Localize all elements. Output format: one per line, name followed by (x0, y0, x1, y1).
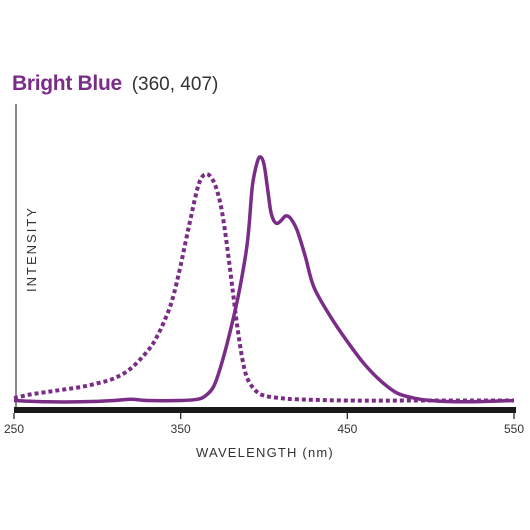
x-tick-label-0: 250 (4, 422, 24, 436)
x-tick-label-3: 550 (504, 422, 524, 436)
y-axis-label: INTENSITY (24, 206, 39, 292)
chart-subtitle: (360, 407) (131, 74, 219, 95)
x-tick-label-2: 450 (337, 422, 357, 436)
chart-title: Bright Blue (12, 72, 122, 95)
x-tick-marks (13, 413, 515, 419)
chart-title-block: Bright Blue (360, 407) (12, 72, 218, 96)
x-axis-bar (14, 407, 516, 413)
excitation-curve (13, 172, 514, 403)
x-tick-label-1: 350 (171, 422, 191, 436)
emission-curve (13, 155, 515, 404)
series-layer (13, 155, 515, 404)
x-tick-labels: 250 350 450 550 (4, 422, 524, 436)
x-axis-label: WAVELENGTH (nm) (196, 445, 334, 460)
